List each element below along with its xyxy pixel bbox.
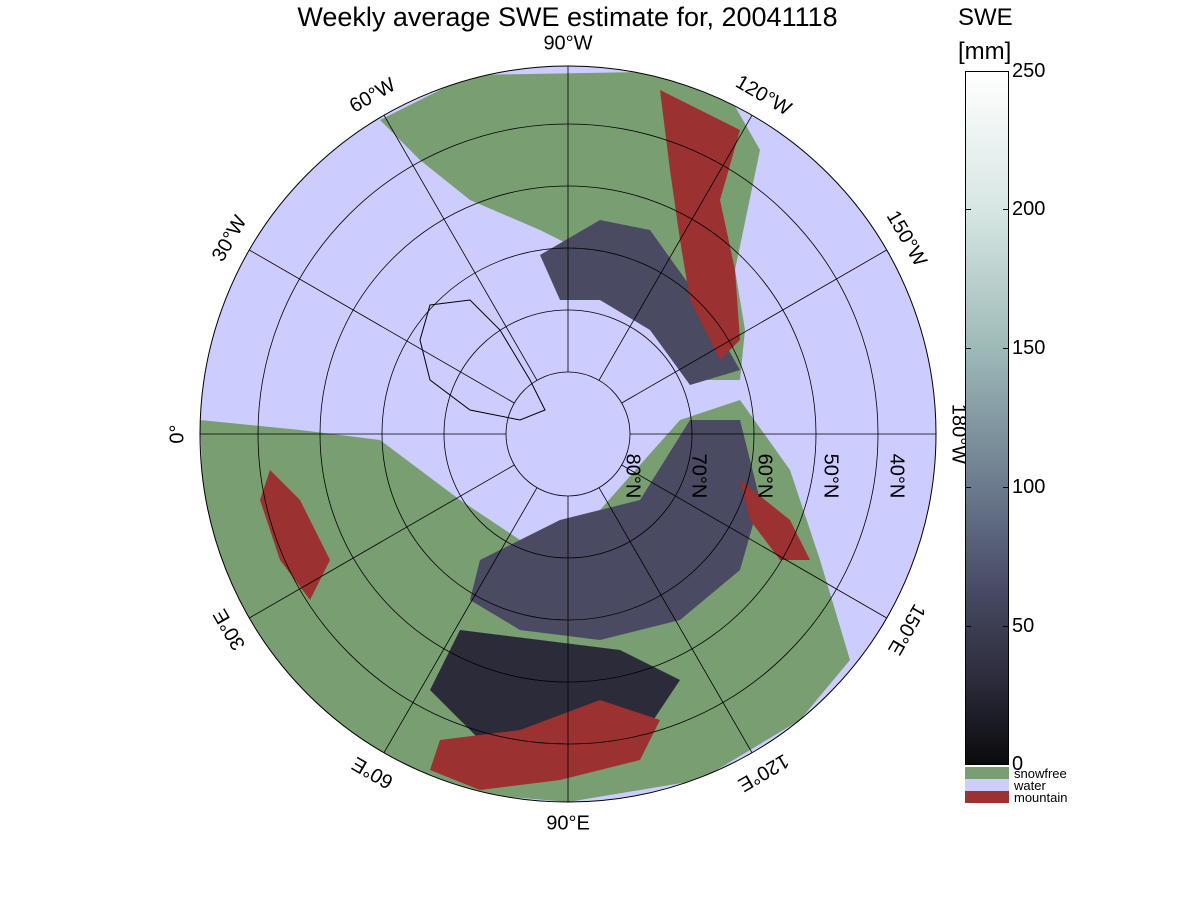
map-boundary: [199, 65, 937, 803]
category-label: mountain: [1014, 790, 1068, 805]
graticule: [200, 66, 936, 802]
category-swatch: [965, 767, 1009, 779]
colorbar-unit: [mm]: [958, 38, 1012, 65]
category-label: snowfree: [1014, 766, 1067, 781]
meridian-line: [598, 487, 753, 753]
mountain-himalaya: [430, 700, 660, 790]
meridian-line: [598, 115, 753, 381]
latitude-label: 70°N: [688, 454, 710, 499]
colorbar-tick-label: 50: [1012, 615, 1035, 637]
map-content: [200, 66, 936, 802]
snow-siberia: [470, 420, 760, 640]
colorbar-gradient: [965, 71, 1009, 765]
map-title: Weekly average SWE estimate for, 2004111…: [297, 2, 838, 32]
latitude-label: 80°N: [622, 454, 644, 499]
latitude-label: 50°N: [820, 454, 842, 499]
latitude-labels: 80°N 70°N 60°N 50°N 40°N: [622, 454, 908, 499]
category-label: water: [1014, 778, 1046, 793]
mountain-scandinavia: [260, 470, 330, 600]
longitude-label: 180°W: [948, 404, 970, 464]
latitude-label: 60°N: [754, 454, 776, 499]
meridian-line: [383, 487, 538, 753]
colorbar-tick-label: 250: [1012, 60, 1046, 82]
meridian-line: [621, 249, 887, 404]
colorbar-tick-label: 0: [1012, 753, 1024, 775]
meridian-line: [383, 115, 538, 381]
longitude-label: 90°W: [543, 32, 592, 54]
meridian-line: [249, 249, 515, 404]
mountain-rockies: [660, 90, 740, 360]
category-swatch: [965, 779, 1009, 791]
meridian-line: [249, 464, 515, 619]
colorbar-tick-label: 200: [1012, 198, 1046, 220]
longitude-label: 60°E: [348, 752, 397, 793]
colorbar-tick-label: 100: [1012, 476, 1046, 498]
longitude-label: 30°E: [209, 605, 250, 654]
meridian-line: [621, 464, 887, 619]
category-swatch: [965, 791, 1009, 803]
colorbar-tick-label: 150: [1012, 337, 1046, 359]
latitude-label: 40°N: [886, 454, 908, 499]
longitude-label: 0°: [166, 424, 188, 443]
greenland-outline: [419, 299, 546, 421]
longitude-label: 90°E: [546, 812, 590, 834]
colorbar-title: SWE: [958, 4, 1013, 31]
snow-canada: [540, 220, 740, 385]
